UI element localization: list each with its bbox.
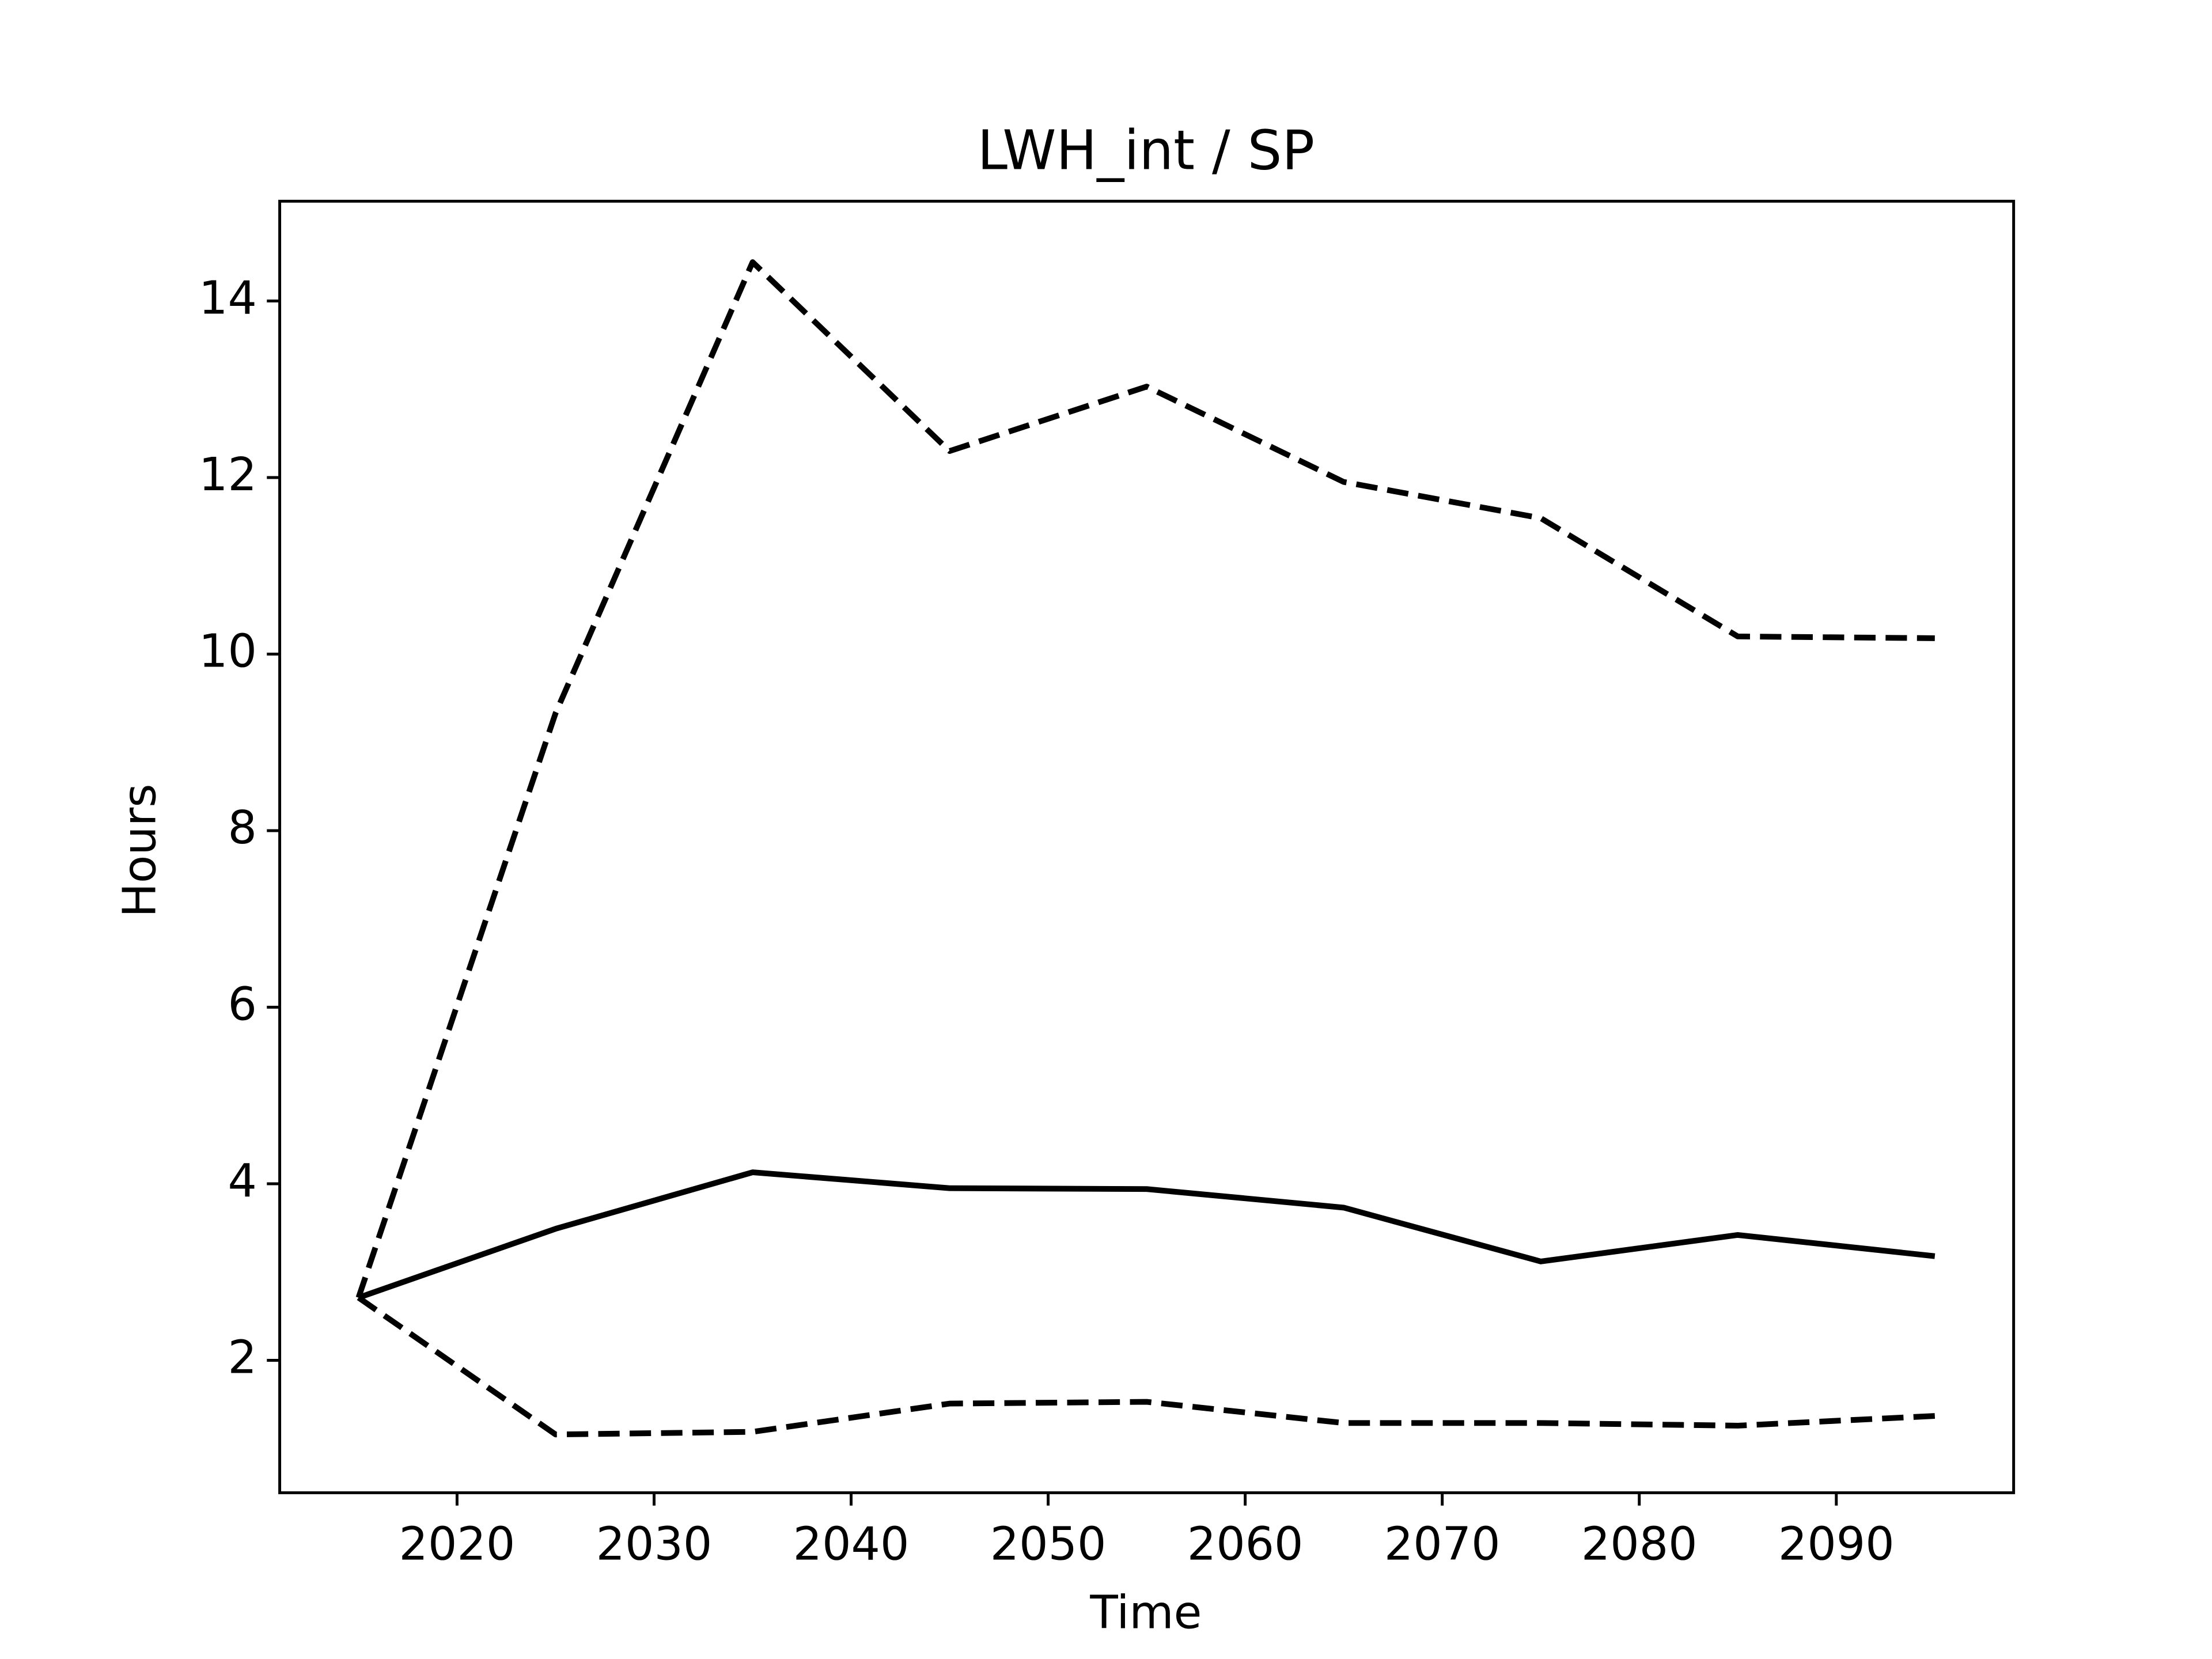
y-tick-label: 8 — [228, 801, 256, 854]
x-tick-label: 2030 — [596, 1517, 713, 1570]
x-tick-label: 2050 — [990, 1517, 1107, 1570]
x-tick-label: 2090 — [1778, 1517, 1895, 1570]
x-tick-label: 2060 — [1187, 1517, 1304, 1570]
chart-title: LWH_int / SP — [978, 119, 1315, 182]
y-axis-label: Hours — [113, 783, 166, 917]
series-line — [357, 1295, 1936, 1438]
series-line — [357, 1169, 1936, 1301]
y-tick-label: 12 — [199, 448, 257, 501]
x-tick-label: 2080 — [1581, 1517, 1698, 1570]
y-tick-label: 6 — [228, 977, 256, 1031]
x-tick-label: 2070 — [1384, 1517, 1501, 1570]
y-tick-label: 10 — [199, 624, 257, 677]
x-axis-label: Time — [1089, 1585, 1202, 1639]
x-tick-label: 2040 — [793, 1517, 910, 1570]
series-line — [355, 259, 1935, 1299]
plot-frame — [278, 199, 2016, 1494]
y-tick-label: 2 — [228, 1330, 256, 1384]
y-tick-label: 14 — [199, 271, 257, 324]
x-tick-label: 2020 — [399, 1517, 516, 1570]
y-tick-label: 4 — [228, 1154, 256, 1207]
